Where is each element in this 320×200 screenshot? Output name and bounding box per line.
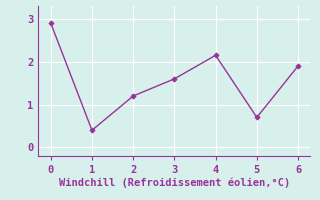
X-axis label: Windchill (Refroidissement éolien,°C): Windchill (Refroidissement éolien,°C) bbox=[59, 178, 290, 188]
